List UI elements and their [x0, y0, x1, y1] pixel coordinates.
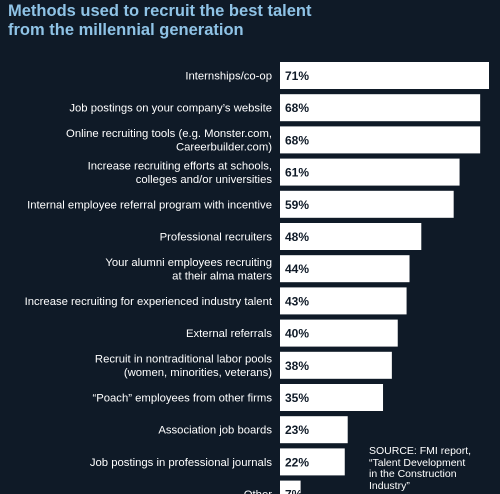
value-label-7: 44% [285, 262, 309, 276]
bar-1 [280, 62, 489, 89]
category-label-5: Internal employee referral program with … [27, 199, 272, 211]
value-label-1: 71% [285, 69, 309, 83]
category-label-12: Association job boards [158, 425, 272, 437]
bar-14 [280, 480, 301, 494]
category-label-14: Other [244, 489, 272, 494]
source-line-4: Industry” [369, 479, 410, 492]
value-label-2: 68% [285, 101, 309, 115]
bar-7 [280, 255, 410, 283]
category-label-1: Internships/co-op [185, 71, 272, 83]
bar-11 [280, 384, 384, 411]
bar-6 [280, 223, 422, 250]
bar-12 [280, 416, 348, 444]
category-label-2: Job postings on your company’s website [69, 103, 272, 115]
bar-2 [280, 94, 481, 122]
chart-title-line-2: from the millennial generation [8, 21, 244, 39]
category-label-8: Increase recruiting for experienced indu… [25, 296, 273, 308]
bar-4 [280, 158, 460, 186]
bar-10 [280, 351, 392, 379]
value-label-4: 61% [285, 166, 309, 180]
value-label-12: 23% [285, 423, 309, 437]
source-line-2: “Talent Development [369, 456, 466, 469]
category-label-9: External referrals [186, 328, 272, 340]
source-note: SOURCE: FMI report, “Talent Development … [369, 445, 472, 492]
chart-title-line-1: Methods used to recruit the best talent [8, 2, 312, 20]
bar-3 [280, 126, 481, 154]
value-label-6: 48% [285, 230, 309, 244]
value-label-3: 68% [285, 133, 309, 147]
category-label-11: “Poach” employees from other firms [92, 393, 272, 405]
category-label-4: Increase recruiting efforts at schools, c… [88, 160, 273, 186]
category-label-13: Job postings in professional journals [90, 457, 272, 469]
value-label-10: 38% [285, 359, 309, 373]
value-label-8: 43% [285, 294, 309, 308]
bar-9 [280, 319, 398, 347]
value-label-13: 22% [285, 455, 309, 469]
source-line-1: SOURCE: FMI report, [369, 445, 472, 457]
value-label-5: 59% [285, 198, 309, 212]
value-label-11: 35% [285, 391, 309, 405]
bar-5 [280, 190, 454, 218]
category-label-10: Recruit in nontraditional labor pools (wo… [95, 354, 272, 380]
source-line-3: in the Construction [369, 468, 457, 480]
bar-8 [280, 287, 407, 315]
category-label-7: Your alumni employees recruiting at their… [105, 257, 272, 283]
value-label-14: 7% [285, 488, 303, 494]
value-label-9: 40% [285, 327, 309, 341]
category-label-6: Professional recruiters [160, 232, 273, 244]
category-label-3: Online recruiting tools (e.g. Monster.co… [66, 128, 272, 154]
bar-13 [280, 448, 345, 476]
